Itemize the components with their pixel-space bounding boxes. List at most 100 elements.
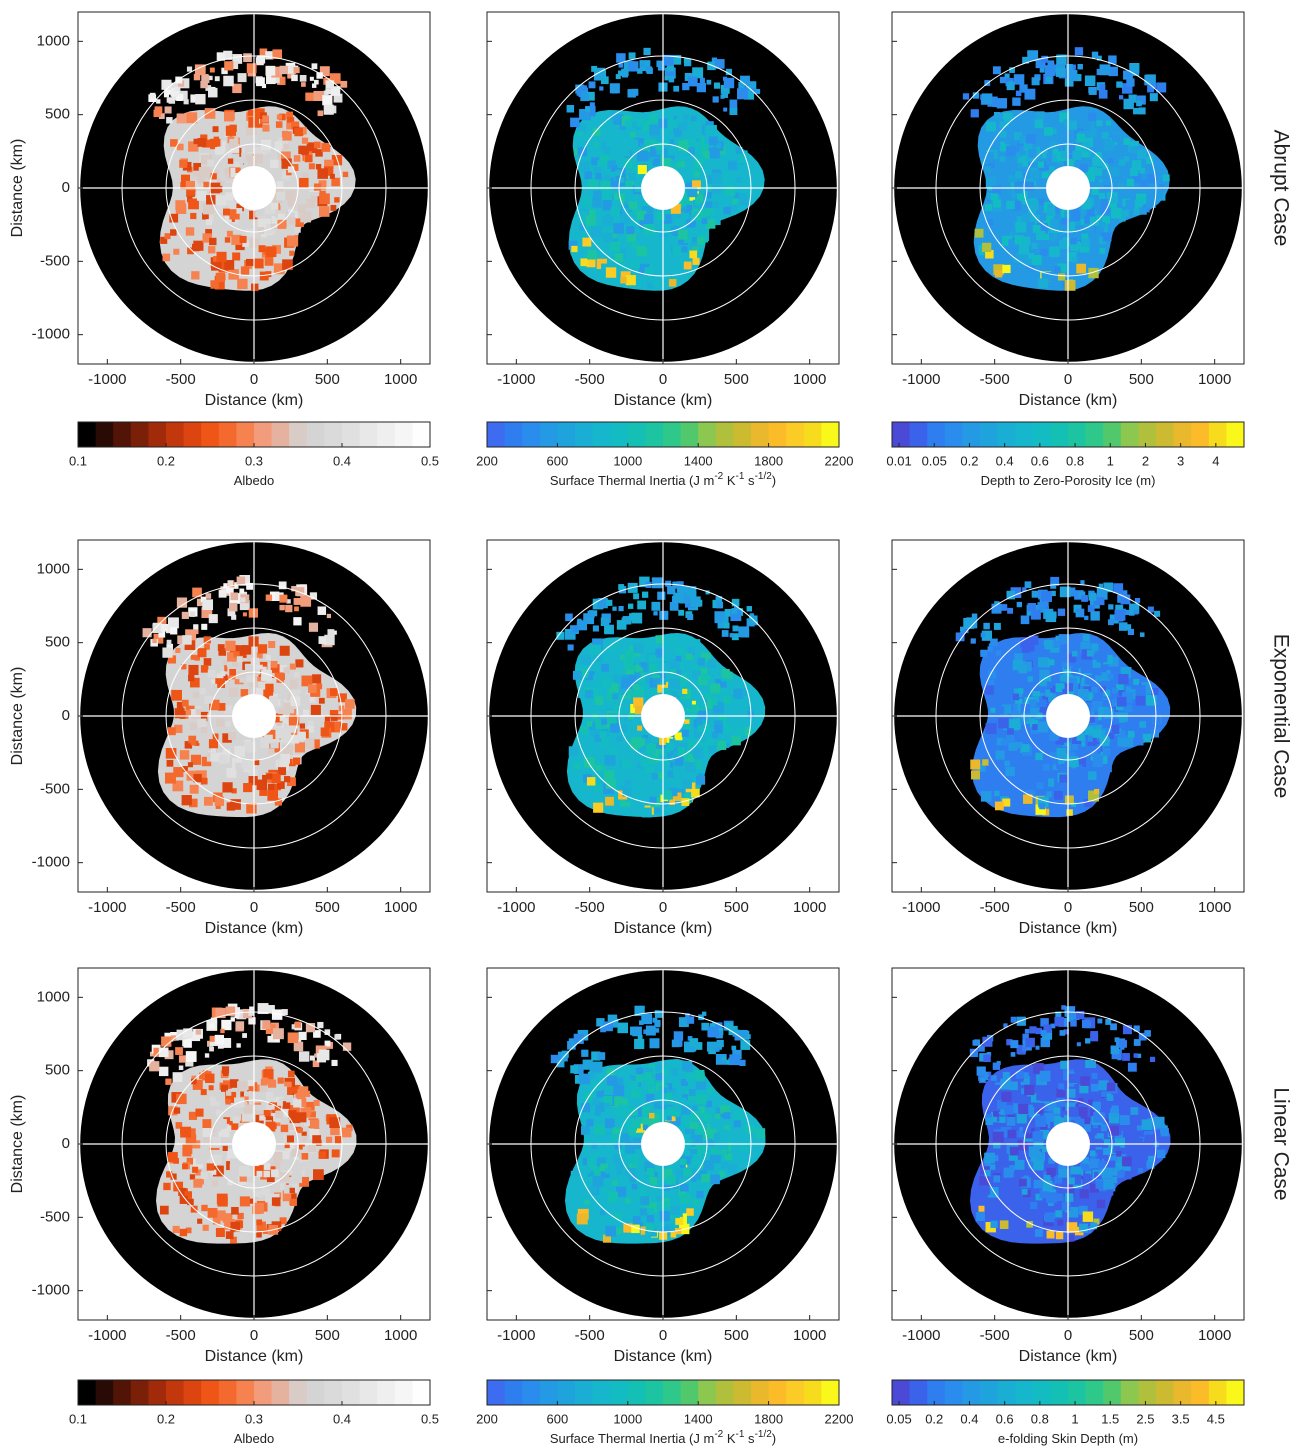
map-pixel: [218, 644, 225, 651]
map-pixel: [1137, 1125, 1142, 1130]
map-pixel: [295, 587, 304, 596]
colorbar-bin: [927, 1380, 945, 1405]
map-pixel: [236, 738, 245, 747]
map-pixel: [625, 1143, 635, 1153]
map-pixel: [220, 1029, 224, 1033]
map-pixel: [332, 1149, 340, 1157]
map-pixel: [1119, 159, 1126, 166]
map-pixel: [996, 651, 1001, 656]
colorbar-bin: [1033, 422, 1051, 447]
label-part: ): [772, 1431, 776, 1446]
map-pixel: [702, 218, 708, 224]
map-pixel: [1134, 1039, 1141, 1046]
map-pixel: [972, 1040, 977, 1045]
map-pixel: [308, 1144, 316, 1152]
colorbar-bin: [1103, 1380, 1121, 1405]
map-pixel: [1120, 1115, 1130, 1125]
map-pixel: [268, 784, 275, 791]
map-pixel: [1116, 81, 1122, 87]
map-pixel: [603, 232, 613, 242]
y-tick-label: 0: [62, 179, 70, 196]
map-pixel: [294, 67, 300, 73]
map-pixel: [271, 661, 278, 668]
map-pixel: [293, 617, 301, 625]
map-pixel: [649, 1038, 659, 1048]
map-pixel: [322, 95, 332, 105]
map-pixel: [630, 132, 635, 137]
map-pixel: [675, 1112, 680, 1117]
map-pixel: [630, 691, 636, 697]
map-pixel: [1088, 113, 1096, 121]
map-pixel: [1044, 127, 1053, 136]
map-pixel: [683, 114, 689, 120]
map-pixel: [1050, 583, 1056, 589]
colorbar-bin: [663, 422, 681, 447]
colorbar-bin: [1226, 1380, 1244, 1405]
map-pixel: [640, 1196, 649, 1205]
map-pixel: [691, 115, 697, 121]
map-pixel: [299, 178, 309, 188]
map-pixel: [970, 1049, 978, 1057]
map-pixel: [266, 655, 271, 660]
map-pixel: [730, 633, 734, 637]
x-tick-label: -500: [980, 371, 1010, 388]
map-pixel: [223, 1070, 229, 1076]
map-pixel: [277, 1086, 287, 1096]
x-axis-label: Distance (km): [614, 1348, 713, 1365]
map-pixel: [271, 203, 278, 210]
map-pixel: [980, 1077, 985, 1082]
map-pixel: [582, 238, 591, 247]
map-pixel: [676, 646, 685, 655]
map-pixel: [740, 1040, 750, 1050]
map-pixel: [1062, 1202, 1071, 1211]
map-pixel: [1133, 679, 1139, 685]
map-pixel: [1000, 1220, 1009, 1229]
map-pixel: [310, 1120, 319, 1129]
colorbar-tick-label: 0.3: [245, 1411, 263, 1426]
map-pixel: [591, 227, 602, 238]
map-pixel: [678, 610, 684, 616]
map-pixel: [1058, 1083, 1064, 1089]
map-pixel: [1000, 77, 1006, 83]
map-pixel: [628, 604, 633, 609]
map-pixel: [971, 770, 980, 779]
map-pixel: [312, 63, 318, 69]
colorbar-bin: [733, 422, 751, 447]
map-pixel: [631, 613, 642, 624]
map-pixel: [1022, 214, 1030, 222]
map-pixel: [693, 1154, 703, 1164]
map-pixel: [1094, 168, 1102, 176]
map-pixel: [697, 83, 706, 92]
colorbar-bin: [219, 1380, 237, 1405]
figure: Abrupt CaseExponential CaseLinear Case-1…: [0, 0, 1301, 1454]
x-tick-label: 0: [1064, 1327, 1072, 1344]
map-pixel: [1036, 1091, 1046, 1101]
map-pixel: [731, 205, 737, 211]
map-pixel: [1011, 1052, 1016, 1057]
colorbar-bin: [1121, 1380, 1139, 1405]
map-pixel: [1056, 1232, 1063, 1239]
map-pixel: [1116, 1151, 1121, 1156]
map-pixel: [1043, 602, 1048, 607]
map-pixel: [1022, 1047, 1026, 1051]
map-pixel: [227, 662, 232, 667]
map-pixel: [616, 74, 621, 79]
map-pixel: [643, 48, 650, 55]
map-pixel: [1163, 175, 1170, 182]
map-pixel: [695, 1173, 701, 1179]
colorbar-bin: [96, 1380, 114, 1405]
map-pixel: [1048, 744, 1055, 751]
map-pixel: [247, 63, 257, 73]
map-pixel: [1134, 1053, 1138, 1057]
map-pixel: [201, 1172, 208, 1179]
map-pixel: [1122, 210, 1129, 217]
map-pixel: [1046, 791, 1052, 797]
map-pixel: [1070, 238, 1077, 245]
map-pixel: [254, 259, 264, 269]
x-tick-label: 500: [724, 371, 749, 388]
map-pixel: [302, 1161, 308, 1167]
map-pixel: [203, 182, 209, 188]
map-pixel: [247, 675, 254, 682]
map-pixel: [1139, 207, 1146, 214]
map-pixel: [573, 762, 580, 769]
